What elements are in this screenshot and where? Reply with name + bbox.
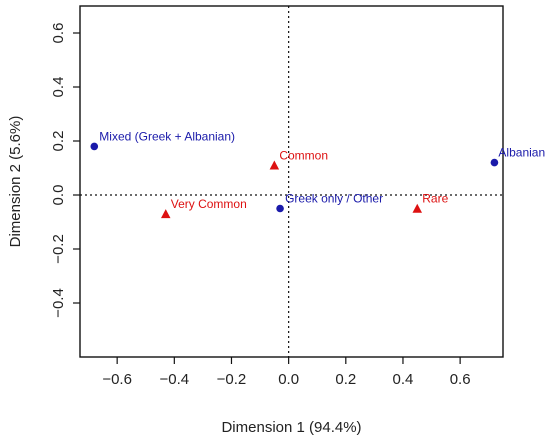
x-tick-label: 0.0 (278, 371, 299, 388)
x-tick-label: 0.2 (335, 371, 356, 388)
plot-frame (79, 5, 504, 358)
y-tick-label: 0.6 (50, 23, 67, 44)
y-tick-label: −0.4 (50, 288, 67, 318)
data-point-circle (490, 158, 499, 167)
y-axis-title: Dimension 2 (5.6%) (7, 116, 24, 248)
points-layer: Mixed (Greek + Albanian) Albanian Greek on… (90, 129, 545, 219)
data-point-label: Very Common (171, 197, 247, 211)
data-point-circle (90, 142, 99, 151)
data-point-label: Mixed (Greek + Albanian) (99, 129, 235, 143)
data-point-triangle (412, 203, 423, 213)
x-tick-label: −0.4 (160, 371, 190, 388)
x-tick-label: 0.4 (393, 371, 414, 388)
x-tick-label: −0.6 (102, 371, 132, 388)
data-point-label: Rare (422, 192, 448, 206)
data-point-triangle (160, 209, 171, 219)
ticks-layer: −0.6 −0.4 −0.2 0.0 0.2 0.4 0.6 −0.4 −0.2 0.0 0.2 0.… (50, 23, 471, 388)
y-tick-label: 0.0 (50, 185, 67, 206)
x-tick-label: −0.2 (217, 371, 247, 388)
data-point-triangle (269, 160, 280, 170)
x-axis-title: Dimension 1 (94.4%) (221, 419, 361, 436)
data-point-label: Albanian (498, 146, 545, 160)
data-point-circle (276, 204, 284, 213)
y-tick-label: 0.4 (50, 77, 67, 98)
x-tick-label: 0.6 (450, 371, 471, 388)
y-tick-label: −0.2 (50, 234, 67, 264)
data-point-label: Greek only / Other (285, 192, 383, 206)
y-tick-label: 0.2 (50, 131, 67, 152)
data-point-label: Common (279, 148, 328, 162)
